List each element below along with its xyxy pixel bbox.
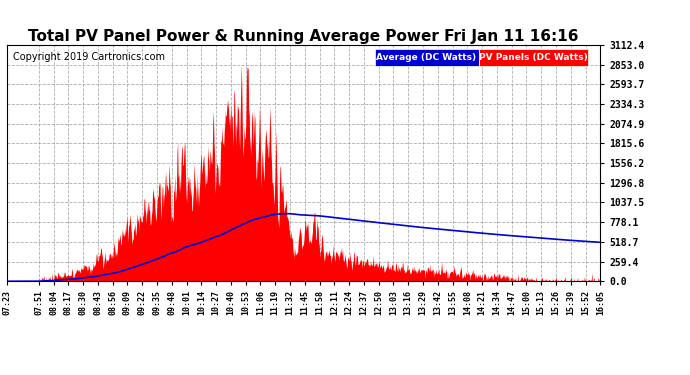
Text: Average (DC Watts): Average (DC Watts) [376, 53, 477, 62]
FancyBboxPatch shape [375, 48, 479, 66]
Text: PV Panels (DC Watts): PV Panels (DC Watts) [479, 53, 588, 62]
Text: Copyright 2019 Cartronics.com: Copyright 2019 Cartronics.com [13, 52, 165, 62]
Title: Total PV Panel Power & Running Average Power Fri Jan 11 16:16: Total PV Panel Power & Running Average P… [28, 29, 579, 44]
FancyBboxPatch shape [479, 48, 589, 66]
